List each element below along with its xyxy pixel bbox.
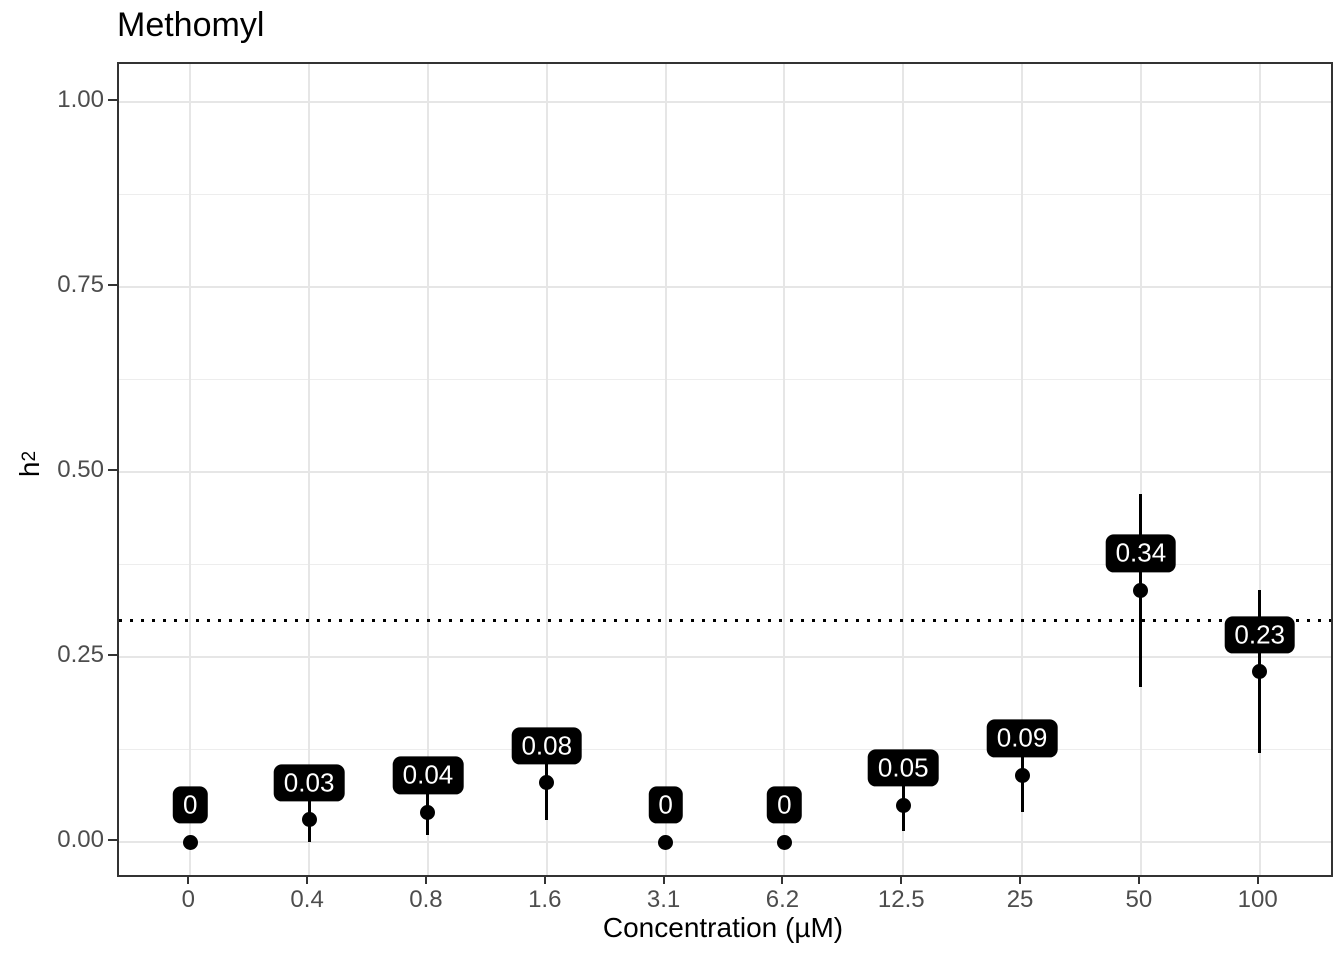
gridline-major	[119, 286, 1331, 288]
gridline-minor	[119, 194, 1331, 195]
gridline-minor	[119, 564, 1331, 565]
x-axis-tick-label: 6.2	[765, 886, 800, 913]
x-axis-tick-label: 25	[1006, 886, 1034, 913]
y-axis-tick	[108, 654, 117, 656]
gridline-vertical	[1258, 64, 1261, 875]
data-point	[420, 804, 436, 820]
x-axis-tick	[424, 875, 427, 884]
x-axis-tick	[543, 875, 546, 884]
data-point	[1252, 664, 1268, 680]
x-axis-tick-label: 50	[1125, 886, 1153, 913]
y-axis-tick	[108, 99, 117, 101]
y-axis-tick-label: 0.75	[57, 271, 104, 298]
gridline-vertical	[308, 64, 311, 875]
point-value-label: 0	[767, 786, 802, 824]
gridline-vertical	[664, 64, 667, 875]
gridline-major	[119, 841, 1331, 843]
gridline-vertical	[1139, 64, 1142, 875]
gridline-vertical	[426, 64, 429, 875]
reference-line	[119, 618, 1331, 622]
gridline-vertical	[1021, 64, 1024, 875]
x-axis-tick	[662, 875, 665, 884]
plot-panel: 0 0.03 0.04 0.08 0 0 0.05 0.09 0.34 0.23	[117, 62, 1333, 877]
data-point	[895, 797, 911, 813]
y-axis-tick-label: 0.25	[57, 641, 104, 668]
gridline-vertical	[783, 64, 786, 875]
data-point	[658, 834, 674, 850]
data-point	[1014, 767, 1030, 783]
x-axis-tick	[1019, 875, 1022, 884]
x-axis-tick-label: 0	[181, 886, 195, 913]
point-value-label: 0.34	[1105, 534, 1177, 572]
gridline-major	[119, 471, 1331, 473]
y-axis-tick-label: 1.00	[57, 86, 104, 113]
data-point	[539, 775, 555, 791]
x-axis-tick-label: 100	[1237, 886, 1278, 913]
data-point	[301, 812, 317, 828]
x-axis-title: Concentration (µM)	[602, 912, 844, 943]
point-value-label: 0.05	[867, 749, 939, 787]
point-value-label: 0	[648, 786, 683, 824]
x-axis-tick	[1256, 875, 1259, 884]
x-axis-tick	[306, 875, 309, 884]
y-axis-tick-label: 0.00	[57, 826, 104, 853]
x-axis-tick	[781, 875, 784, 884]
data-point	[1133, 582, 1149, 598]
point-value-label: 0.09	[986, 719, 1058, 757]
x-axis-tick-label: 0.4	[290, 886, 324, 913]
data-point	[776, 834, 792, 850]
x-axis-tick	[1137, 875, 1140, 884]
gridline-vertical	[545, 64, 548, 875]
x-axis-tick	[900, 875, 903, 884]
x-axis-tick-label: 1.6	[528, 886, 562, 913]
y-axis-tick	[108, 469, 117, 471]
chart-title: Methomyl	[117, 6, 265, 44]
point-value-label: 0.03	[273, 764, 345, 802]
gridline-major	[119, 101, 1331, 103]
point-value-label: 0.04	[392, 756, 464, 794]
point-value-label: 0.23	[1224, 616, 1296, 654]
gridline-minor	[119, 749, 1331, 750]
data-point	[182, 834, 198, 850]
point-value-label: 0	[173, 786, 208, 824]
gridline-vertical	[902, 64, 905, 875]
y-axis-tick	[108, 284, 117, 286]
x-axis-tick-label: 0.8	[409, 886, 443, 913]
x-axis-tick-label: 12.5	[877, 886, 925, 913]
gridline-major	[119, 656, 1331, 658]
gridline-minor	[119, 379, 1331, 380]
y-axis-tick-label: 0.50	[57, 456, 104, 483]
x-axis-tick-label: 3.1	[646, 886, 681, 913]
gridline-vertical	[189, 64, 192, 875]
point-value-label: 0.08	[511, 727, 583, 765]
y-axis-tick	[108, 839, 117, 841]
x-axis-tick	[187, 875, 190, 884]
